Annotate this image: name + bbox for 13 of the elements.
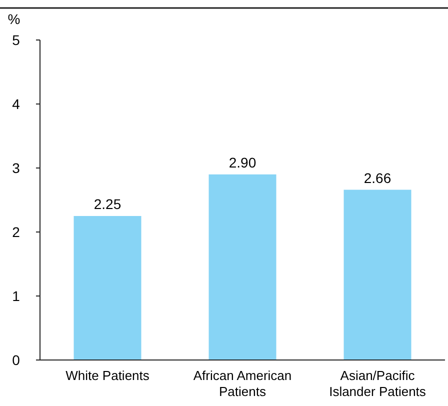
y-tick-label: 2	[12, 224, 20, 240]
x-tick-label: African American Patients	[193, 368, 292, 399]
y-tick-label: 0	[12, 352, 20, 368]
data-label: 2.90	[228, 154, 256, 170]
y-tick-label: 1	[12, 288, 20, 304]
y-axis-title: %	[8, 11, 20, 27]
data-label: 2.66	[364, 170, 392, 186]
y-tick-label: 4	[12, 96, 20, 112]
x-tick-label: White Patients	[66, 368, 150, 383]
y-tick-label: 3	[12, 160, 20, 176]
x-tick-label: Asian/Pacific Islander Patients	[329, 368, 426, 399]
data-label: 2.25	[94, 196, 122, 212]
y-tick-label: 5	[12, 32, 20, 48]
